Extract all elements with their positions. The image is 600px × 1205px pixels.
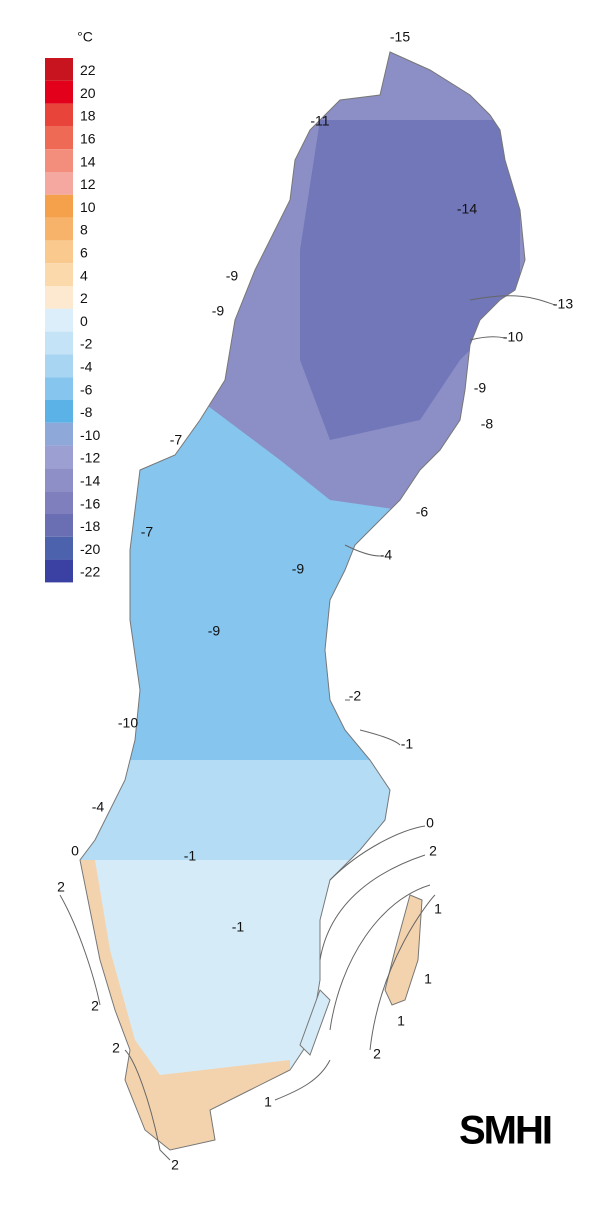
legend-swatch bbox=[45, 308, 73, 332]
contour-label: -9 bbox=[474, 380, 487, 396]
isotherm bbox=[274, 1059, 331, 1101]
isotherm bbox=[329, 884, 431, 1031]
isotherm bbox=[359, 729, 401, 746]
legend-label: -14 bbox=[80, 473, 100, 489]
legend-swatch bbox=[45, 103, 73, 127]
isotherm bbox=[329, 825, 426, 881]
contour-label: -11 bbox=[310, 113, 329, 129]
legend-label: 18 bbox=[80, 108, 96, 124]
legend-label: 6 bbox=[80, 245, 88, 261]
legend-swatch bbox=[45, 400, 73, 423]
contour-label: -9 bbox=[208, 623, 221, 639]
contour-label: 1 bbox=[424, 971, 432, 987]
legend-swatch bbox=[45, 58, 73, 81]
isotherm bbox=[319, 854, 426, 961]
legend-swatch bbox=[45, 445, 73, 469]
isotherm bbox=[369, 894, 436, 1051]
legend-label: 10 bbox=[80, 199, 96, 215]
isotherm bbox=[469, 336, 506, 341]
isotherm bbox=[344, 544, 381, 557]
contour-label: 2 bbox=[429, 843, 437, 859]
legend-label: -20 bbox=[80, 541, 100, 557]
legend-swatch bbox=[45, 377, 73, 400]
contour-label: -10 bbox=[503, 329, 523, 345]
legend-label: 4 bbox=[80, 267, 88, 283]
contour-label: -7 bbox=[141, 524, 154, 540]
legend-swatch bbox=[45, 194, 73, 218]
legend-unit: °C bbox=[77, 29, 93, 45]
legend-swatch bbox=[45, 263, 73, 286]
contour-label: -8 bbox=[481, 416, 494, 432]
legend-swatch bbox=[45, 559, 73, 583]
legend-swatch bbox=[45, 422, 73, 446]
zone-north-core bbox=[300, 120, 520, 440]
legend-label: -16 bbox=[80, 495, 100, 511]
legend-swatch bbox=[45, 331, 73, 355]
contour-label: -10 bbox=[118, 715, 138, 731]
contour-label: -9 bbox=[292, 561, 305, 577]
legend-label: -22 bbox=[80, 564, 100, 580]
contour-label: 1 bbox=[434, 901, 442, 917]
legend-swatch bbox=[45, 286, 73, 309]
legend-label: 14 bbox=[80, 153, 96, 169]
contour-label: 2 bbox=[171, 1157, 179, 1173]
contour-label: -9 bbox=[212, 303, 225, 319]
legend-label: -10 bbox=[80, 427, 100, 443]
contour-label: 2 bbox=[57, 879, 65, 895]
legend-label: 8 bbox=[80, 222, 88, 238]
contour-label: -1 bbox=[184, 848, 197, 864]
zone-coast bbox=[80, 860, 290, 1150]
legend-label: -4 bbox=[80, 359, 93, 375]
legend-swatch bbox=[45, 354, 73, 378]
legend-label: -12 bbox=[80, 450, 100, 466]
contour-label: -13 bbox=[553, 296, 573, 312]
contour-label: -9 bbox=[226, 268, 239, 284]
contour-label: 0 bbox=[71, 843, 79, 859]
isotherm bbox=[124, 1049, 171, 1161]
legend-label: 20 bbox=[80, 85, 96, 101]
legend-label: 0 bbox=[80, 313, 88, 329]
legend-label: 12 bbox=[80, 176, 96, 192]
island-gotland bbox=[384, 894, 423, 1006]
legend-label: 2 bbox=[80, 290, 88, 306]
contour-label: 2 bbox=[91, 998, 99, 1014]
legend-label: -18 bbox=[80, 518, 100, 534]
legend-label: -8 bbox=[80, 404, 93, 420]
contour-label: -6 bbox=[416, 504, 429, 520]
legend-swatch bbox=[45, 536, 73, 560]
legend-swatch bbox=[45, 468, 73, 492]
contour-label: -4 bbox=[380, 547, 393, 563]
contour-label: 1 bbox=[397, 1013, 405, 1029]
legend-swatch bbox=[45, 172, 73, 195]
legend-swatch bbox=[45, 217, 73, 241]
contour-label: 0 bbox=[426, 815, 434, 831]
legend-swatch bbox=[45, 149, 73, 172]
contour-label: -4 bbox=[92, 799, 105, 815]
contour-label: -14 bbox=[457, 201, 477, 217]
sea-isotherms bbox=[59, 295, 556, 1161]
legend-swatch bbox=[45, 126, 73, 150]
legend-label: 22 bbox=[80, 62, 96, 78]
legend-label: -6 bbox=[80, 381, 93, 397]
legend-label: -2 bbox=[80, 336, 93, 352]
legend-swatch bbox=[45, 514, 73, 537]
contour-label: -2 bbox=[349, 688, 362, 704]
contour-label: -15 bbox=[390, 29, 410, 45]
contour-label: 2 bbox=[112, 1040, 120, 1056]
contour-label: -1 bbox=[401, 736, 414, 752]
isotherm bbox=[59, 894, 101, 1006]
contour-label: 2 bbox=[373, 1046, 381, 1062]
island-oland bbox=[299, 989, 331, 1056]
contour-label: -1 bbox=[232, 919, 245, 935]
contour-label: 1 bbox=[264, 1094, 272, 1110]
logo: SMHI bbox=[459, 1109, 551, 1153]
legend-swatch bbox=[45, 240, 73, 264]
contour-label: -7 bbox=[170, 432, 183, 448]
legend-swatch bbox=[45, 80, 73, 104]
legend-label: 16 bbox=[80, 131, 96, 147]
legend-swatch bbox=[45, 491, 73, 514]
isotherm bbox=[469, 295, 556, 306]
